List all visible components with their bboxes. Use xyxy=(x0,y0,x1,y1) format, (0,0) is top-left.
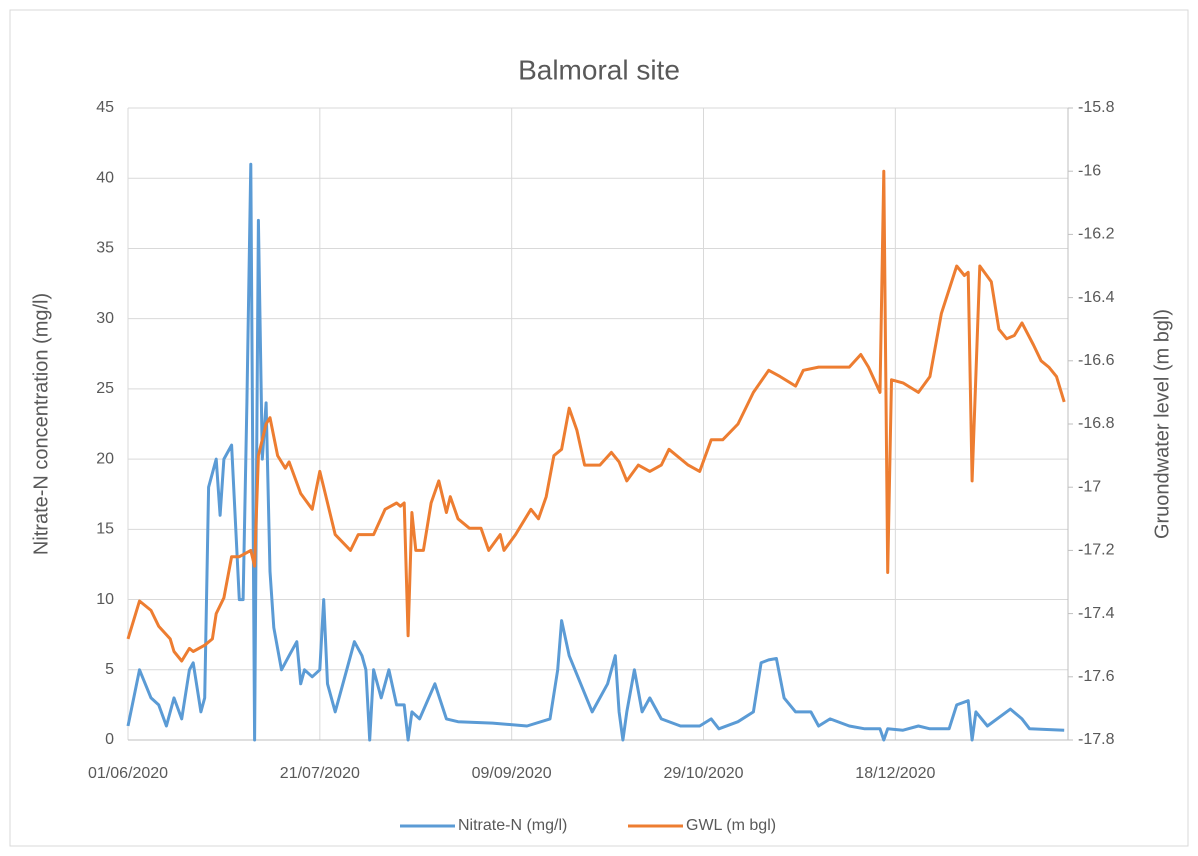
y2-tick-label: -15.8 xyxy=(1078,99,1115,116)
chart-border xyxy=(9,9,1189,847)
x-tick-label: 18/12/2020 xyxy=(855,765,935,782)
y2-tick-label: -16.8 xyxy=(1078,415,1115,432)
x-tick-label: 29/10/2020 xyxy=(663,765,743,782)
y-tick-label: 25 xyxy=(96,380,114,397)
y2-tick-label: -16.2 xyxy=(1078,226,1115,243)
y2-tick-label: -17.4 xyxy=(1078,605,1115,622)
legend-label: Nitrate-N (mg/l) xyxy=(458,817,567,834)
y-tick-label: 0 xyxy=(105,731,114,748)
y-tick-label: 30 xyxy=(96,310,114,327)
y-tick-label: 5 xyxy=(105,661,114,678)
y-tick-label: 20 xyxy=(96,450,114,467)
x-tick-label: 09/09/2020 xyxy=(472,765,552,782)
data-line xyxy=(126,162,1065,742)
y2-tick-label: -17.2 xyxy=(1078,542,1115,559)
x-tick-label: 01/06/2020 xyxy=(88,765,168,782)
legend-label: GWL (m bgl) xyxy=(686,817,776,834)
chart-title: Balmoral site xyxy=(518,54,680,85)
y-tick-label: 35 xyxy=(96,240,114,257)
y2-tick-label: -17.6 xyxy=(1078,668,1115,685)
x-tick-label: 21/07/2020 xyxy=(280,765,360,782)
y-tick-label: 45 xyxy=(96,99,114,116)
y-tick-label: 15 xyxy=(96,521,114,538)
y-tick-label: 40 xyxy=(96,169,114,186)
data-line xyxy=(126,169,1066,663)
y2-tick-label: -17.8 xyxy=(1078,731,1115,748)
y-axis-label: Nitrate-N concentration (mg/l) xyxy=(30,293,52,555)
y2-tick-label: -17 xyxy=(1078,478,1101,495)
y2-tick-label: -16.4 xyxy=(1078,289,1115,306)
y2-axis-label: Gruondwater level (m bgl) xyxy=(1151,309,1173,539)
y2-tick-label: -16 xyxy=(1078,162,1101,179)
y2-tick-label: -16.6 xyxy=(1078,352,1115,369)
y-tick-label: 10 xyxy=(96,591,114,608)
